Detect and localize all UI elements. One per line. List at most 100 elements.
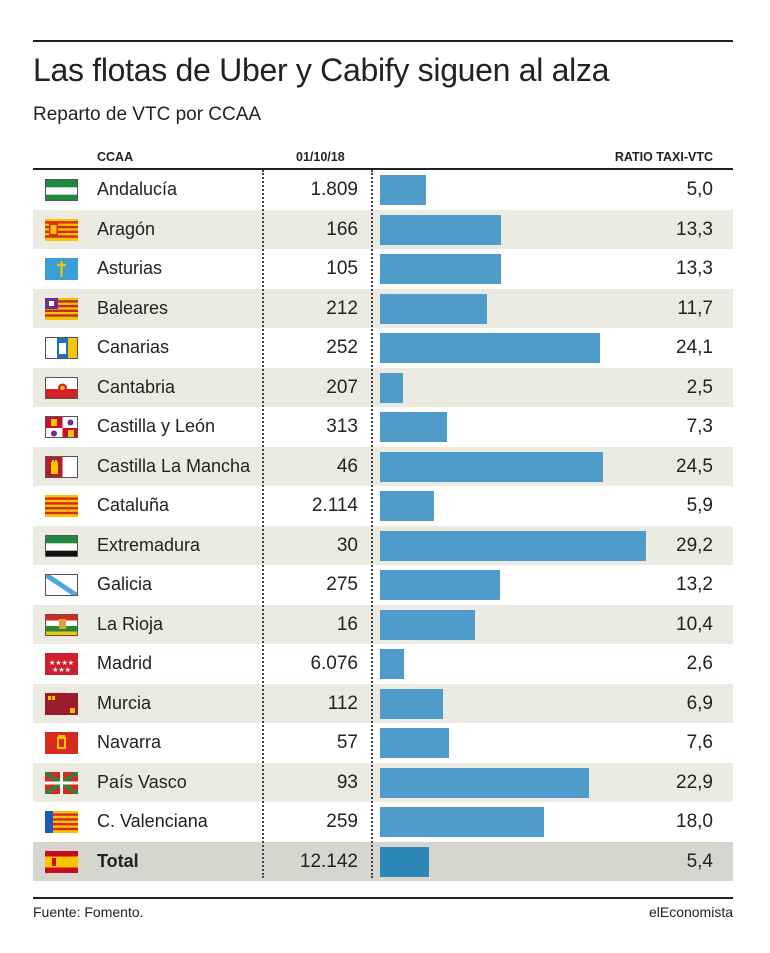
fleet-value: 2.114: [311, 495, 358, 516]
brand-label: elEconomista: [648, 904, 733, 920]
baleares-flag-icon: [45, 297, 78, 320]
ratio-value: 11,7: [677, 297, 713, 319]
table-row: Cataluña 2.114 5,9: [33, 486, 733, 526]
ratio-bar: [380, 530, 646, 561]
spain-flag-icon: [45, 850, 78, 873]
aragon-flag-icon: [45, 218, 78, 241]
fleet-value: 252: [326, 337, 358, 358]
ratio-bar: [380, 688, 443, 719]
ratio-value: 29,2: [676, 534, 713, 556]
region-name: Galicia: [97, 574, 153, 594]
region-name: Cantabria: [97, 376, 176, 397]
ratio-bar: [380, 570, 501, 600]
fleet-value: 30: [336, 534, 358, 556]
ratio-bar: [380, 846, 430, 877]
extremadura-flag-icon: [45, 534, 78, 557]
ratio-bar: [380, 728, 450, 758]
chart-title: Las flotas de Uber y Cabify siguen al al…: [33, 52, 610, 88]
chart-subtitle: Reparto de VTC por CCAA: [33, 104, 262, 125]
data-table: Andalucía 1.809 5,0 Aragón 166 13,3 Asturias 10…: [33, 170, 733, 881]
fleet-value: 275: [326, 574, 358, 595]
column-divider: [262, 170, 264, 878]
ratio-bar: [380, 333, 600, 363]
ratio-bar: [380, 451, 604, 482]
ratio-value: 2,5: [686, 376, 713, 398]
ratio-value: 10,4: [676, 613, 713, 635]
ratio-value: 24,5: [676, 455, 713, 477]
la-rioja-flag-icon: [45, 613, 78, 636]
ratio-value: 13,3: [676, 218, 713, 240]
table-row: Asturias 105 13,3: [33, 249, 733, 289]
fleet-value: 212: [326, 297, 358, 319]
region-name: País Vasco: [97, 771, 187, 792]
madrid-flag-icon: ★★★★ ★★★: [45, 653, 78, 675]
ratio-value: 6,9: [686, 692, 713, 714]
table-row: Castilla La Mancha 46 24,5: [33, 446, 733, 486]
top-rule: [33, 40, 733, 42]
table-row: Castilla y León 313 7,3: [33, 407, 733, 447]
table-row: Aragón 166 13,3: [33, 209, 733, 249]
table-row: Galicia 275 13,2: [33, 565, 733, 605]
table-row: C. Valenciana 259 18,0: [33, 802, 733, 842]
ratio-bar: [380, 649, 404, 679]
table-row: Baleares 212 11,7: [33, 288, 733, 328]
table-row: La Rioja 16 10,4: [33, 604, 733, 644]
region-name: C. Valenciana: [97, 811, 208, 831]
pais-vasco-flag-icon: [45, 771, 78, 794]
ratio-bar: [380, 609, 475, 640]
ratio-bar: [380, 767, 589, 798]
ratio-bar: [380, 175, 426, 205]
total-row: Total 12.142 5,4: [33, 841, 733, 881]
svg-text:★★★★: ★★★★: [49, 659, 74, 667]
region-name: Canarias: [97, 337, 170, 357]
cataluna-flag-icon: [45, 495, 78, 517]
region-name: Aragón: [97, 218, 156, 239]
canarias-flag-icon: [45, 337, 78, 359]
murcia-flag-icon: [45, 692, 78, 715]
bottom-rule: [33, 897, 733, 899]
navarra-flag-icon: [45, 732, 78, 754]
ratio-value: 5,4: [686, 850, 713, 872]
region-name: Murcia: [97, 692, 152, 713]
ratio-value: 24,1: [676, 337, 713, 358]
ratio-value: 7,3: [686, 416, 713, 437]
ratio-value: 13,3: [676, 258, 713, 279]
fleet-value: 6.076: [310, 653, 358, 674]
region-name: La Rioja: [97, 613, 164, 634]
castilla-leon-flag-icon: [45, 416, 78, 438]
ratio-bar: [380, 214, 502, 245]
region-name: Castilla La Mancha: [97, 455, 251, 476]
ratio-bar: [380, 807, 544, 837]
region-name: Asturias: [97, 258, 163, 278]
fleet-value: 313: [326, 416, 358, 437]
region-name: Extremadura: [97, 534, 201, 555]
andalucia-flag-icon: [45, 179, 78, 201]
region-name: Navarra: [97, 732, 162, 752]
ratio-value: 5,0: [686, 179, 713, 200]
table-row: Navarra 57 7,6: [33, 723, 733, 763]
region-name: Total: [97, 850, 139, 871]
table-row: Canarias 252 24,1: [33, 328, 733, 368]
fleet-value: 105: [326, 258, 358, 279]
table-row: Cantabria 207 2,5: [33, 367, 733, 407]
fleet-value: 259: [326, 811, 358, 832]
fleet-value: 12.142: [299, 850, 358, 872]
region-name: Baleares: [97, 297, 169, 318]
ratio-value: 18,0: [676, 811, 713, 832]
ratio-bar: [380, 254, 502, 284]
table-row: Murcia 112 6,9: [33, 683, 733, 723]
fleet-value: 1.809: [310, 179, 358, 200]
fleet-value: 57: [336, 732, 358, 753]
fleet-value: 46: [336, 455, 358, 477]
source-note: Fuente: Fomento.: [33, 904, 144, 920]
ratio-value: 5,9: [686, 495, 713, 516]
fleet-value: 207: [326, 376, 358, 398]
column-header-region: CCAA: [97, 150, 134, 164]
fleet-value: 93: [336, 771, 358, 793]
ratio-bar: [380, 293, 487, 324]
valenciana-flag-icon: [45, 811, 78, 833]
ratio-value: 22,9: [676, 771, 713, 793]
ratio-bar: [380, 412, 447, 442]
table-row: Extremadura 30 29,2: [33, 525, 733, 565]
fleet-value: 166: [326, 218, 358, 240]
